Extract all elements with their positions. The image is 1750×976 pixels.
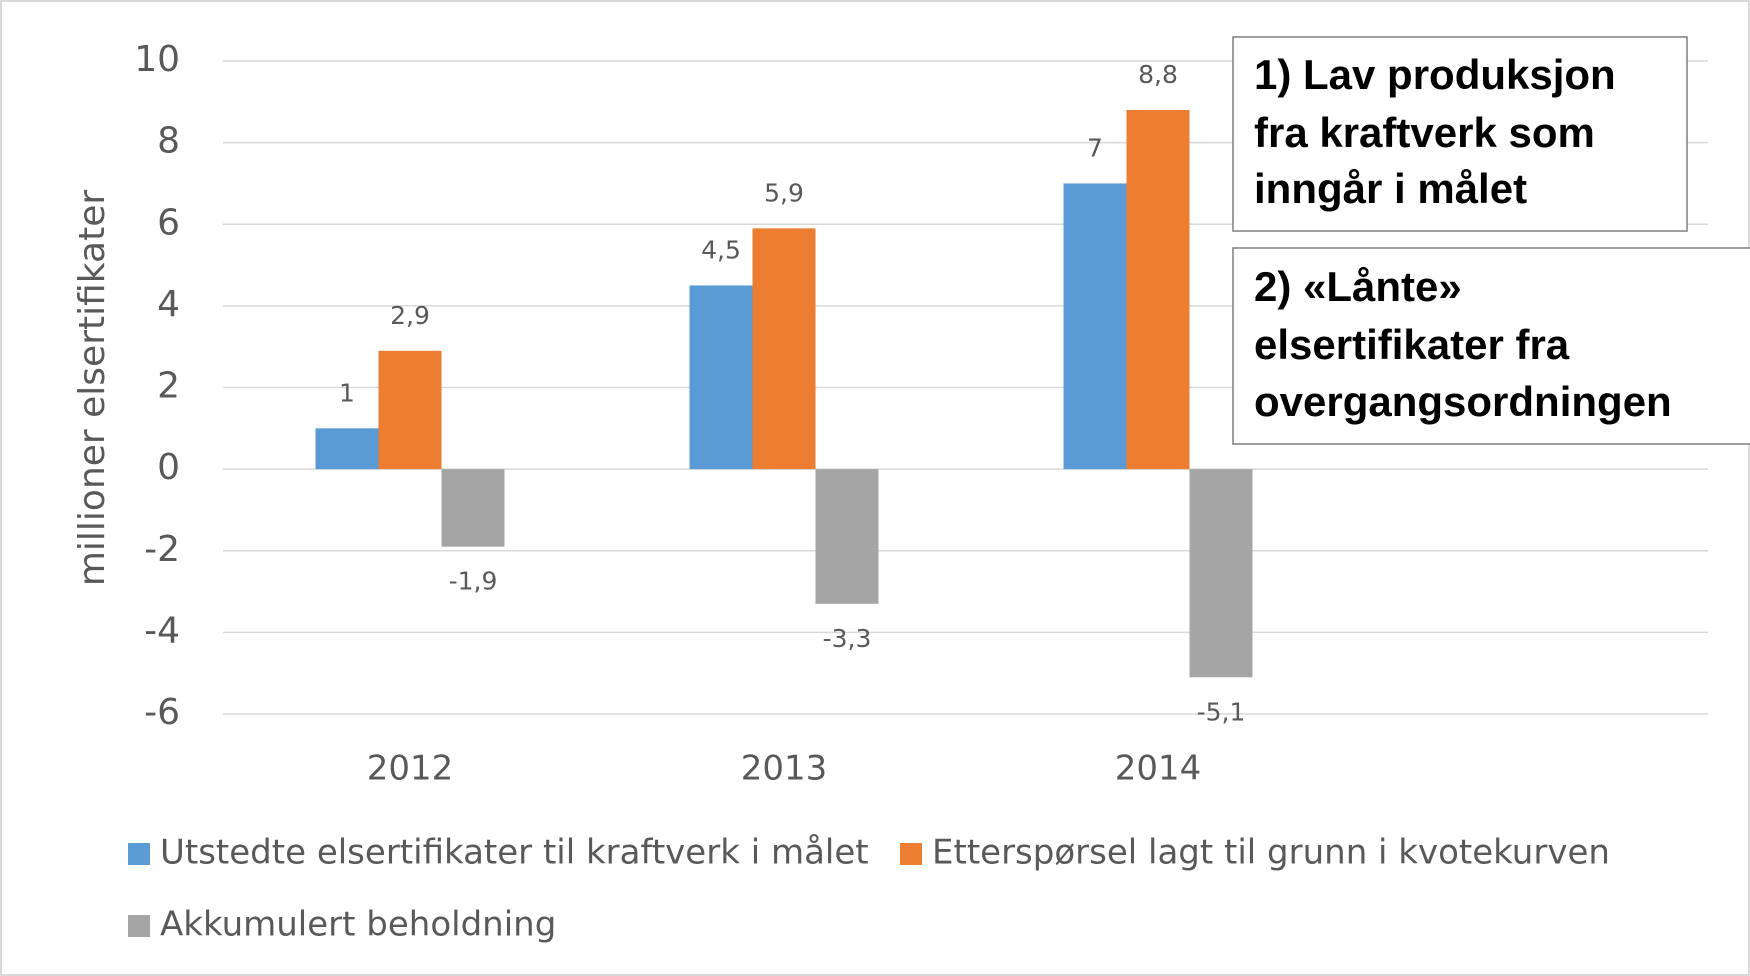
- y-tick-label: 10: [134, 39, 180, 80]
- annotation-text: elsertifikater fra: [1254, 321, 1570, 368]
- y-tick-label: -2: [144, 529, 180, 570]
- legend-swatch: [900, 843, 922, 865]
- data-label: -5,1: [1197, 697, 1246, 726]
- bar: [378, 350, 442, 470]
- bar: [441, 469, 505, 547]
- data-label: 1: [339, 378, 355, 407]
- data-label: 8,8: [1138, 60, 1178, 89]
- annotation-box: [1232, 36, 1688, 232]
- bar: [1189, 469, 1253, 678]
- x-tick-label: 2014: [1115, 749, 1202, 789]
- legend-label: Akkumulert beholdning: [160, 905, 556, 945]
- bar: [815, 469, 879, 604]
- x-tick-label: 2013: [741, 749, 828, 789]
- data-label: 7: [1087, 133, 1103, 162]
- data-label: 4,5: [701, 235, 741, 264]
- legend-swatch: [128, 843, 150, 865]
- legend-swatch: [128, 915, 150, 937]
- y-axis-label: millioner elsertifikater: [72, 190, 113, 586]
- bar: [315, 428, 379, 470]
- y-tick-label: -4: [144, 610, 180, 651]
- y-tick-label: 6: [157, 202, 180, 243]
- data-label: 5,9: [764, 178, 804, 207]
- annotation-text: fra kraftverk som: [1254, 109, 1595, 156]
- data-label: -3,3: [823, 624, 872, 653]
- annotation-text: inngår i målet: [1254, 165, 1527, 212]
- y-tick-label: 0: [157, 447, 180, 488]
- bar: [752, 228, 816, 470]
- legend-label: Etterspørsel lagt til grunn i kvotekurve…: [932, 833, 1610, 873]
- data-label: 2,9: [390, 301, 430, 330]
- y-tick-label: 4: [157, 284, 180, 325]
- x-tick-label: 2012: [367, 749, 454, 789]
- annotation-text: 2) «Lånte»: [1254, 263, 1462, 310]
- y-tick-label: 8: [157, 121, 180, 162]
- annotation-text: overgangsordningen: [1254, 378, 1672, 425]
- annotation-text: 1) Lav produksjon: [1254, 51, 1616, 98]
- bar: [1063, 183, 1127, 470]
- y-tick-label: 2: [157, 366, 180, 407]
- annotation-box: [1232, 247, 1750, 445]
- bar: [689, 285, 753, 470]
- bar: [1126, 109, 1190, 470]
- data-label: -1,9: [449, 567, 498, 596]
- y-tick-label: -6: [144, 692, 180, 733]
- legend-label: Utstedte elsertifikater til kraftverk i …: [160, 833, 869, 873]
